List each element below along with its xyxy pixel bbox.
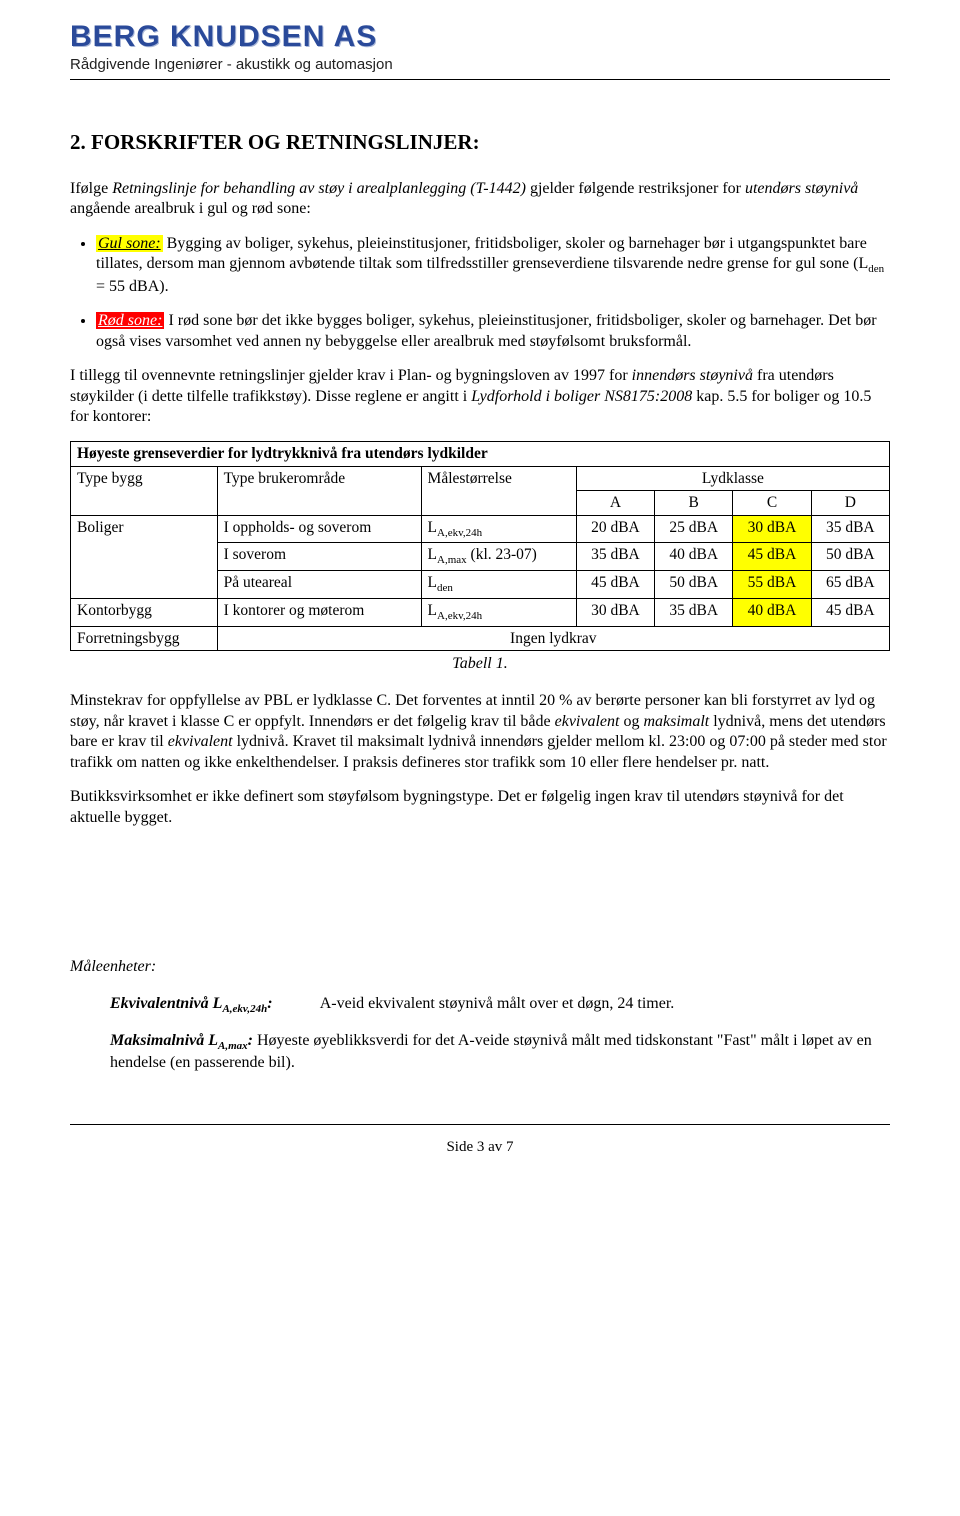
table-title: Høyeste grenseverdier for lydtrykknivå f… bbox=[71, 442, 890, 466]
footer-rule bbox=[70, 1124, 890, 1125]
table-cell: 50 dBA bbox=[655, 571, 733, 599]
table-cell: 45 dBA bbox=[733, 543, 811, 571]
table-cell: Kontorbygg bbox=[71, 599, 218, 627]
page-footer: Side 3 av 7 bbox=[70, 1139, 890, 1156]
rod-sone-label: Rød sone: bbox=[96, 312, 164, 329]
table-cell: 20 dBA bbox=[576, 515, 654, 543]
cell-ingen-krav: Ingen lydkrav bbox=[217, 626, 889, 650]
table-cell: Boliger bbox=[71, 515, 218, 599]
gul-sone-label: Gul sone: bbox=[96, 235, 163, 252]
table-cell: 55 dBA bbox=[733, 571, 811, 599]
table-cell: 45 dBA bbox=[811, 599, 889, 627]
table-cell: LA,ekv,24h bbox=[421, 599, 576, 627]
table-cell: 50 dBA bbox=[811, 543, 889, 571]
table-cell: 65 dBA bbox=[811, 571, 889, 599]
cell-forretning: Forretningsbygg bbox=[71, 626, 218, 650]
company-subtitle: Rådgivende Ingeniører - akustikk og auto… bbox=[70, 56, 890, 73]
table-cell: I soverom bbox=[217, 543, 421, 571]
table-caption: Tabell 1. bbox=[70, 655, 890, 673]
th-b: B bbox=[655, 491, 733, 515]
th-malestorrelse: Målestørrelse bbox=[421, 466, 576, 515]
paragraph-regs: I tillegg til ovennevnte retningslinjer … bbox=[70, 366, 890, 427]
definitions-title: Måleenheter: bbox=[70, 958, 890, 976]
header-rule bbox=[70, 79, 890, 80]
table-cell: LA,ekv,24h bbox=[421, 515, 576, 543]
table-cell: Lden bbox=[421, 571, 576, 599]
table-row: BoligerI oppholds- og soveromLA,ekv,24h2… bbox=[71, 515, 890, 543]
table-cell: 40 dBA bbox=[655, 543, 733, 571]
section-title: 2. FORSKRIFTER OG RETNINGSLINJER: bbox=[70, 130, 890, 155]
def-maksimal: Maksimalnivå LA,max: Høyeste øyeblikksve… bbox=[110, 1031, 890, 1074]
intro-paragraph: Ifølge Retningslinje for behandling av s… bbox=[70, 179, 890, 220]
table-cell: I oppholds- og soverom bbox=[217, 515, 421, 543]
bullet-gul-sone: Gul sone: Bygging av boliger, sykehus, p… bbox=[96, 234, 890, 297]
table-cell: LA,max (kl. 23-07) bbox=[421, 543, 576, 571]
table-row: KontorbyggI kontorer og møteromLA,ekv,24… bbox=[71, 599, 890, 627]
def-ekvivalent: Ekvivalentnivå LA,ekv,24h: A-veid ekviva… bbox=[110, 994, 890, 1016]
table-cell: 35 dBA bbox=[576, 543, 654, 571]
th-a: A bbox=[576, 491, 654, 515]
th-lydklasse: Lydklasse bbox=[576, 466, 889, 490]
table-cell: 35 dBA bbox=[655, 599, 733, 627]
table-cell: 30 dBA bbox=[733, 515, 811, 543]
table-cell: På uteareal bbox=[217, 571, 421, 599]
th-brukeromrade: Type brukerområde bbox=[217, 466, 421, 515]
th-c: C bbox=[733, 491, 811, 515]
table-cell: 40 dBA bbox=[733, 599, 811, 627]
document-header: BERG KNUDSEN AS Rådgivende Ingeniører - … bbox=[70, 20, 890, 73]
paragraph-butikk: Butikksvirksomhet er ikke definert som s… bbox=[70, 787, 890, 828]
th-d: D bbox=[811, 491, 889, 515]
bullet-rod-sone: Rød sone: I rød sone bør det ikke bygges… bbox=[96, 311, 890, 352]
table-cell: I kontorer og møterom bbox=[217, 599, 421, 627]
table-cell: 25 dBA bbox=[655, 515, 733, 543]
paragraph-minstekrav: Minstekrav for oppfyllelse av PBL er lyd… bbox=[70, 691, 890, 773]
company-name: BERG KNUDSEN AS bbox=[70, 20, 890, 54]
table-cell: 45 dBA bbox=[576, 571, 654, 599]
table-cell: 30 dBA bbox=[576, 599, 654, 627]
lydklasse-table: Høyeste grenseverdier for lydtrykknivå f… bbox=[70, 441, 890, 651]
th-type-bygg: Type bygg bbox=[71, 466, 218, 515]
table-cell: 35 dBA bbox=[811, 515, 889, 543]
